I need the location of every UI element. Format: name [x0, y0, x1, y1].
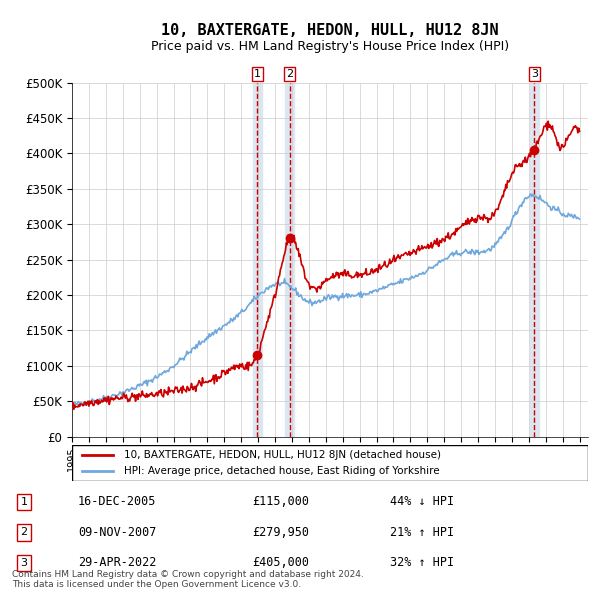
Text: 3: 3 — [20, 558, 28, 568]
Text: 10, BAXTERGATE, HEDON, HULL, HU12 8JN (detached house): 10, BAXTERGATE, HEDON, HULL, HU12 8JN (d… — [124, 450, 440, 460]
FancyBboxPatch shape — [72, 445, 588, 481]
Text: 44% ↓ HPI: 44% ↓ HPI — [390, 496, 454, 509]
Text: Contains HM Land Registry data © Crown copyright and database right 2024.
This d: Contains HM Land Registry data © Crown c… — [12, 570, 364, 589]
Text: 1: 1 — [20, 497, 28, 507]
Text: 10, BAXTERGATE, HEDON, HULL, HU12 8JN: 10, BAXTERGATE, HEDON, HULL, HU12 8JN — [161, 24, 499, 38]
Text: Price paid vs. HM Land Registry's House Price Index (HPI): Price paid vs. HM Land Registry's House … — [151, 40, 509, 53]
Text: £115,000: £115,000 — [252, 496, 309, 509]
Text: 2: 2 — [286, 69, 293, 79]
Text: 09-NOV-2007: 09-NOV-2007 — [78, 526, 157, 539]
Bar — [530, 83, 539, 437]
Text: 16-DEC-2005: 16-DEC-2005 — [78, 496, 157, 509]
Bar — [253, 83, 262, 437]
Text: £405,000: £405,000 — [252, 556, 309, 569]
Bar — [286, 83, 294, 437]
Text: 2: 2 — [20, 527, 28, 537]
Text: 29-APR-2022: 29-APR-2022 — [78, 556, 157, 569]
Text: 3: 3 — [531, 69, 538, 79]
Text: HPI: Average price, detached house, East Riding of Yorkshire: HPI: Average price, detached house, East… — [124, 466, 439, 476]
Text: 1: 1 — [254, 69, 261, 79]
Text: 32% ↑ HPI: 32% ↑ HPI — [390, 556, 454, 569]
Text: £279,950: £279,950 — [252, 526, 309, 539]
Text: 21% ↑ HPI: 21% ↑ HPI — [390, 526, 454, 539]
